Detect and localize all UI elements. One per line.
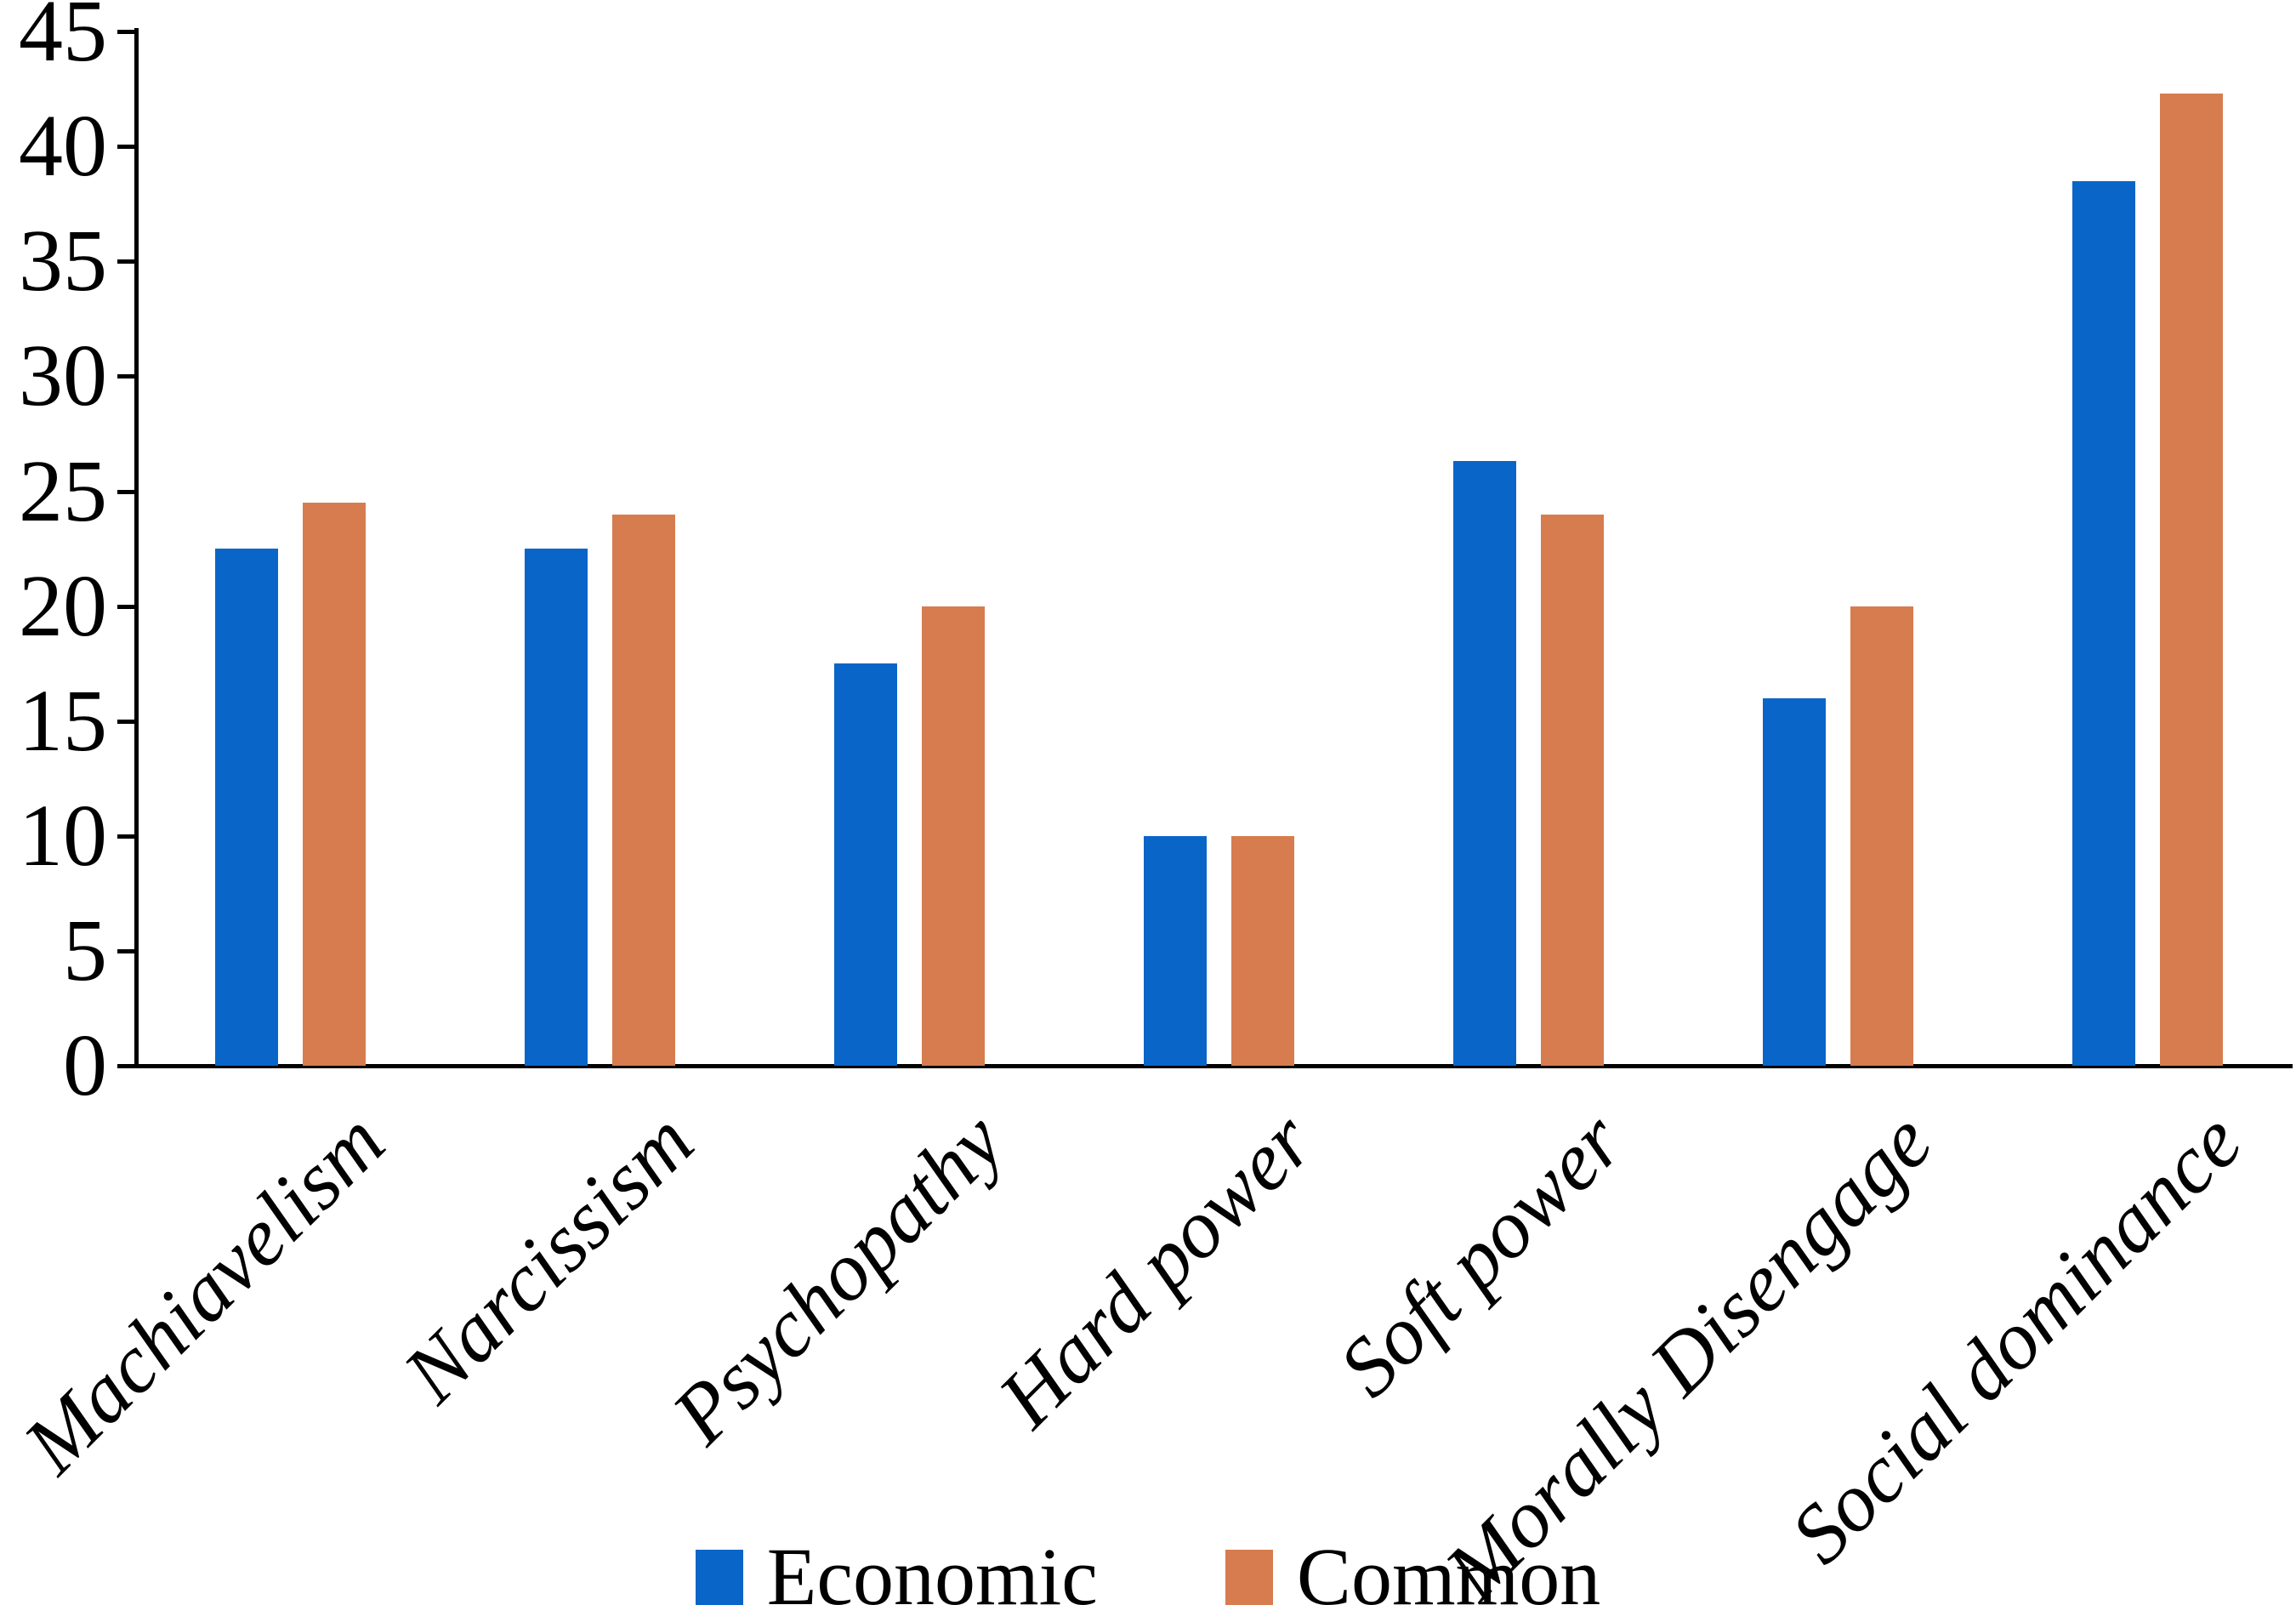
y-axis-tick xyxy=(117,145,136,150)
y-axis-tick-label: 20 xyxy=(19,556,107,655)
y-axis-tick-label: 40 xyxy=(19,97,107,196)
legend: Economic Common xyxy=(0,1536,2296,1605)
y-axis-tick xyxy=(117,30,136,35)
y-axis-tick-label: 10 xyxy=(19,786,107,885)
y-axis-tick-label: 5 xyxy=(63,901,107,999)
y-axis-tick-label: 35 xyxy=(19,212,107,310)
legend-item-common: Common xyxy=(1225,1536,1600,1605)
bar-common-1 xyxy=(303,503,366,1066)
x-axis-category-label: Psychopathy xyxy=(655,1095,1021,1462)
y-axis-tick-label: 0 xyxy=(63,1016,107,1114)
legend-item-economic: Economic xyxy=(695,1531,1098,1605)
bar-common-6 xyxy=(1850,606,1913,1066)
bar-economic-7 xyxy=(2072,180,2135,1066)
x-axis-category-label: Machiavelism xyxy=(6,1095,402,1491)
bar-common-3 xyxy=(922,606,985,1066)
legend-label-common: Common xyxy=(1296,1531,1601,1605)
y-axis-spine xyxy=(134,28,139,1066)
bar-economic-2 xyxy=(525,549,588,1066)
bar-common-2 xyxy=(612,514,675,1066)
y-axis-tick xyxy=(117,489,136,494)
bar-economic-1 xyxy=(215,549,278,1066)
bar-common-4 xyxy=(1231,835,1294,1066)
x-axis-category-label: Hard power xyxy=(981,1095,1331,1445)
y-axis-tick-label: 45 xyxy=(19,0,107,81)
x-axis-category-label: Soft power xyxy=(1321,1095,1640,1414)
legend-swatch-common xyxy=(1225,1550,1273,1605)
legend-swatch-economic xyxy=(695,1550,743,1605)
bar-economic-3 xyxy=(834,663,897,1066)
y-axis-tick xyxy=(117,948,136,953)
y-axis-tick xyxy=(117,259,136,265)
y-axis-tick xyxy=(117,1064,136,1068)
y-axis-tick xyxy=(117,374,136,379)
bar-common-7 xyxy=(2160,94,2223,1066)
y-axis-tick-label: 30 xyxy=(19,327,107,425)
legend-label-economic: Economic xyxy=(766,1531,1098,1605)
x-axis-line xyxy=(134,1064,2293,1068)
y-axis-tick-label: 15 xyxy=(19,671,107,770)
bar-economic-4 xyxy=(1144,835,1207,1066)
y-axis-tick xyxy=(117,834,136,839)
x-axis-category-label: Narcissism xyxy=(386,1095,712,1420)
y-axis-tick-label: 25 xyxy=(19,441,107,540)
bar-economic-5 xyxy=(1453,461,1516,1066)
bar-economic-6 xyxy=(1763,697,1826,1066)
y-axis-tick xyxy=(117,719,136,724)
bar-common-5 xyxy=(1541,514,1604,1066)
y-axis-tick xyxy=(117,604,136,609)
